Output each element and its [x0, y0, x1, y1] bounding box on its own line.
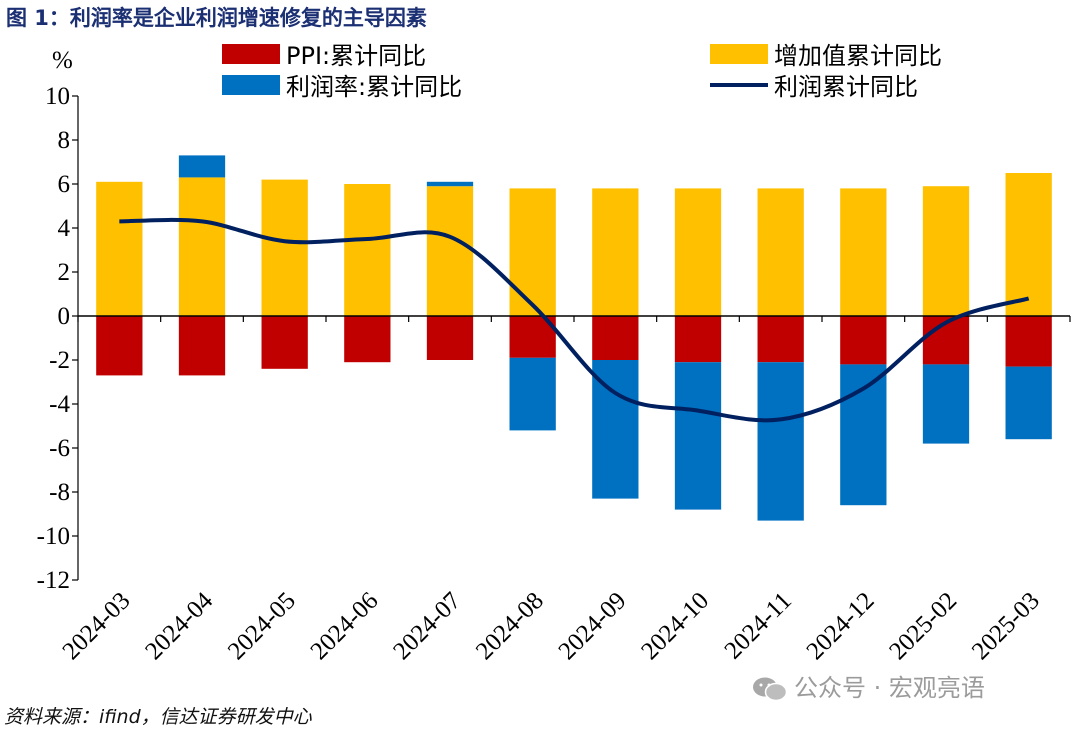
line-series	[119, 217, 1030, 423]
y-unit-label: %	[52, 47, 73, 74]
bar-2024-03	[96, 316, 143, 376]
bar-2025-03	[1005, 366, 1052, 440]
y-tick-label: 4	[58, 215, 71, 242]
watermark: 公众号 · 宏观亮语	[752, 668, 985, 703]
bar-2025-03	[1005, 316, 1052, 367]
bar-2024-12	[840, 364, 887, 506]
bar-2024-10	[674, 362, 722, 510]
x-tick-label: 2024-12	[802, 587, 880, 665]
x-tick-label: 2024-09	[554, 587, 632, 665]
x-tick-label: 2024-05	[223, 587, 301, 665]
y-tick-label: 6	[58, 171, 71, 198]
y-tick-label: 2	[58, 259, 71, 286]
y-tick-label: 0	[58, 303, 71, 330]
y-tick-label: -6	[49, 435, 70, 462]
legend-swatch	[222, 44, 280, 64]
legend-label: PPI:累计同比	[286, 42, 426, 70]
x-tick-label: 2024-08	[471, 587, 549, 665]
bar-2024-08	[509, 357, 556, 431]
y-tick-label: 10	[45, 83, 70, 110]
x-tick-label: 2024-10	[636, 587, 714, 665]
legend-swatch	[710, 44, 768, 64]
bars	[96, 155, 1052, 521]
bar-2024-05	[261, 179, 308, 316]
bar-2024-07	[426, 316, 474, 360]
bar-2024-07	[426, 186, 474, 316]
x-axis	[77, 315, 1071, 322]
bar-2024-05	[261, 316, 308, 369]
bar-2024-06	[344, 184, 391, 316]
x-tick-label: 2024-04	[140, 587, 218, 665]
x-tick-label: 2024-07	[388, 587, 466, 665]
x-tick-labels: 2024-03 2024-04 2024-05 2024-06 2024-07 2024-…	[58, 587, 1045, 665]
bar-2024-06	[344, 316, 391, 363]
legend-swatch	[222, 75, 280, 95]
bar-2024-12	[840, 316, 887, 365]
legend-label: 利润累计同比	[774, 73, 918, 101]
bar-2024-08	[509, 188, 556, 316]
wechat-icon	[753, 677, 788, 702]
watermark-text: 公众号 · 宏观亮语	[794, 674, 985, 702]
bar-2024-10	[674, 188, 722, 316]
bar-2025-02	[922, 186, 970, 316]
y-tick-label: -10	[37, 523, 70, 550]
x-tick-label: 2024-03	[58, 587, 136, 665]
y-tick-label: -4	[49, 391, 70, 418]
bar-2024-11	[757, 362, 804, 521]
y-tick-label: -12	[37, 567, 70, 594]
bar-2024-04	[178, 177, 226, 316]
bar-2024-11	[757, 316, 804, 363]
legend-label: 利润率:累计同比	[286, 73, 462, 101]
x-tick-label: 2025-02	[884, 587, 962, 665]
bar-2025-02	[922, 364, 970, 444]
bar-2024-12	[840, 188, 887, 316]
y-tick-label: 8	[58, 127, 71, 154]
line-profit-cumulative	[119, 217, 1030, 423]
y-tick-label: -2	[49, 347, 70, 374]
x-tick-label: 2025-03	[967, 587, 1045, 665]
source-note: 资料来源：ifind，信达证券研发中心	[4, 706, 312, 728]
bar-2024-11	[757, 188, 804, 316]
x-tick-label: 2024-11	[720, 587, 797, 664]
legend-label: 增加值累计同比	[774, 42, 942, 70]
x-tick-label: 2024-06	[306, 587, 384, 665]
chart-title: 图 1：利润率是企业利润增速修复的主导因素	[6, 6, 427, 30]
bar-2024-03	[96, 181, 143, 316]
bar-2024-04	[178, 316, 226, 376]
bar-2024-09	[592, 316, 639, 360]
bar-2025-03	[1005, 173, 1052, 316]
bar-2024-10	[674, 316, 722, 363]
bar-2024-09	[592, 188, 639, 316]
y-axis: 10 8 6 4 2 0 -2 -4 -6 -8 -10 -12	[37, 83, 79, 594]
bar-2024-04	[178, 155, 226, 178]
y-tick-label: -8	[49, 479, 70, 506]
bar-2024-07	[426, 181, 474, 187]
